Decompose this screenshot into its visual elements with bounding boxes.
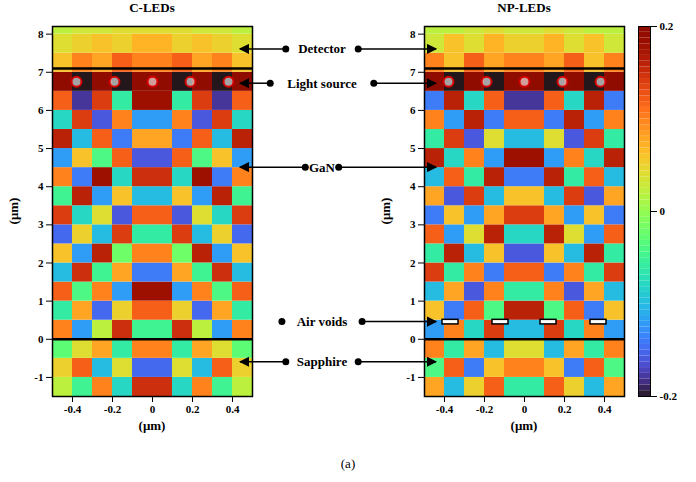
svg-text:0.2: 0.2 <box>558 403 572 415</box>
svg-text:0: 0 <box>150 403 156 415</box>
svg-text:6: 6 <box>410 104 416 116</box>
svg-text:-0.2: -0.2 <box>660 390 678 402</box>
svg-text:0.4: 0.4 <box>226 403 240 415</box>
svg-text:3: 3 <box>410 218 416 230</box>
svg-text:3: 3 <box>38 218 44 230</box>
html-text:(μm): (μm) <box>510 418 538 433</box>
svg-text:0: 0 <box>410 333 416 345</box>
svg-text:7: 7 <box>38 66 44 78</box>
html-text:(μm): (μm) <box>378 197 393 225</box>
html-text:C-LEDs: C-LEDs <box>129 0 175 15</box>
svg-text:0: 0 <box>660 205 666 217</box>
svg-text:-1: -1 <box>406 371 415 383</box>
svg-text:Sapphire: Sapphire <box>297 354 348 369</box>
svg-text:8: 8 <box>410 28 416 40</box>
svg-text:-0.4: -0.4 <box>436 403 454 415</box>
svg-text:4: 4 <box>38 180 44 192</box>
svg-text:0: 0 <box>522 403 528 415</box>
svg-text:5: 5 <box>38 142 44 154</box>
svg-text:8: 8 <box>38 28 44 40</box>
html-text:(a): (a) <box>340 456 356 471</box>
svg-text:-0.2: -0.2 <box>476 403 494 415</box>
svg-text:1: 1 <box>410 295 416 307</box>
svg-text:-0.2: -0.2 <box>104 403 122 415</box>
svg-text:6: 6 <box>38 104 44 116</box>
svg-text:-0.4: -0.4 <box>64 403 82 415</box>
svg-text:0.4: 0.4 <box>598 403 612 415</box>
html-text:(μm): (μm) <box>6 197 21 225</box>
svg-text:Light source: Light source <box>287 76 357 91</box>
svg-text:1: 1 <box>38 295 44 307</box>
svg-text:2: 2 <box>38 257 44 269</box>
svg-text:Detector: Detector <box>298 41 346 56</box>
html-text:NP-LEDs: NP-LEDs <box>497 0 551 15</box>
svg-text:5: 5 <box>410 142 416 154</box>
svg-text:-1: -1 <box>34 371 43 383</box>
svg-text:GaN: GaN <box>309 160 336 175</box>
svg-text:Air voids: Air voids <box>297 314 348 329</box>
svg-text:0.2: 0.2 <box>660 20 674 32</box>
html-text:(μm): (μm) <box>138 418 166 433</box>
svg-text:0.2: 0.2 <box>186 403 200 415</box>
svg-text:4: 4 <box>410 180 416 192</box>
svg-text:2: 2 <box>410 257 416 269</box>
svg-text:0: 0 <box>38 333 44 345</box>
svg-text:7: 7 <box>410 66 416 78</box>
